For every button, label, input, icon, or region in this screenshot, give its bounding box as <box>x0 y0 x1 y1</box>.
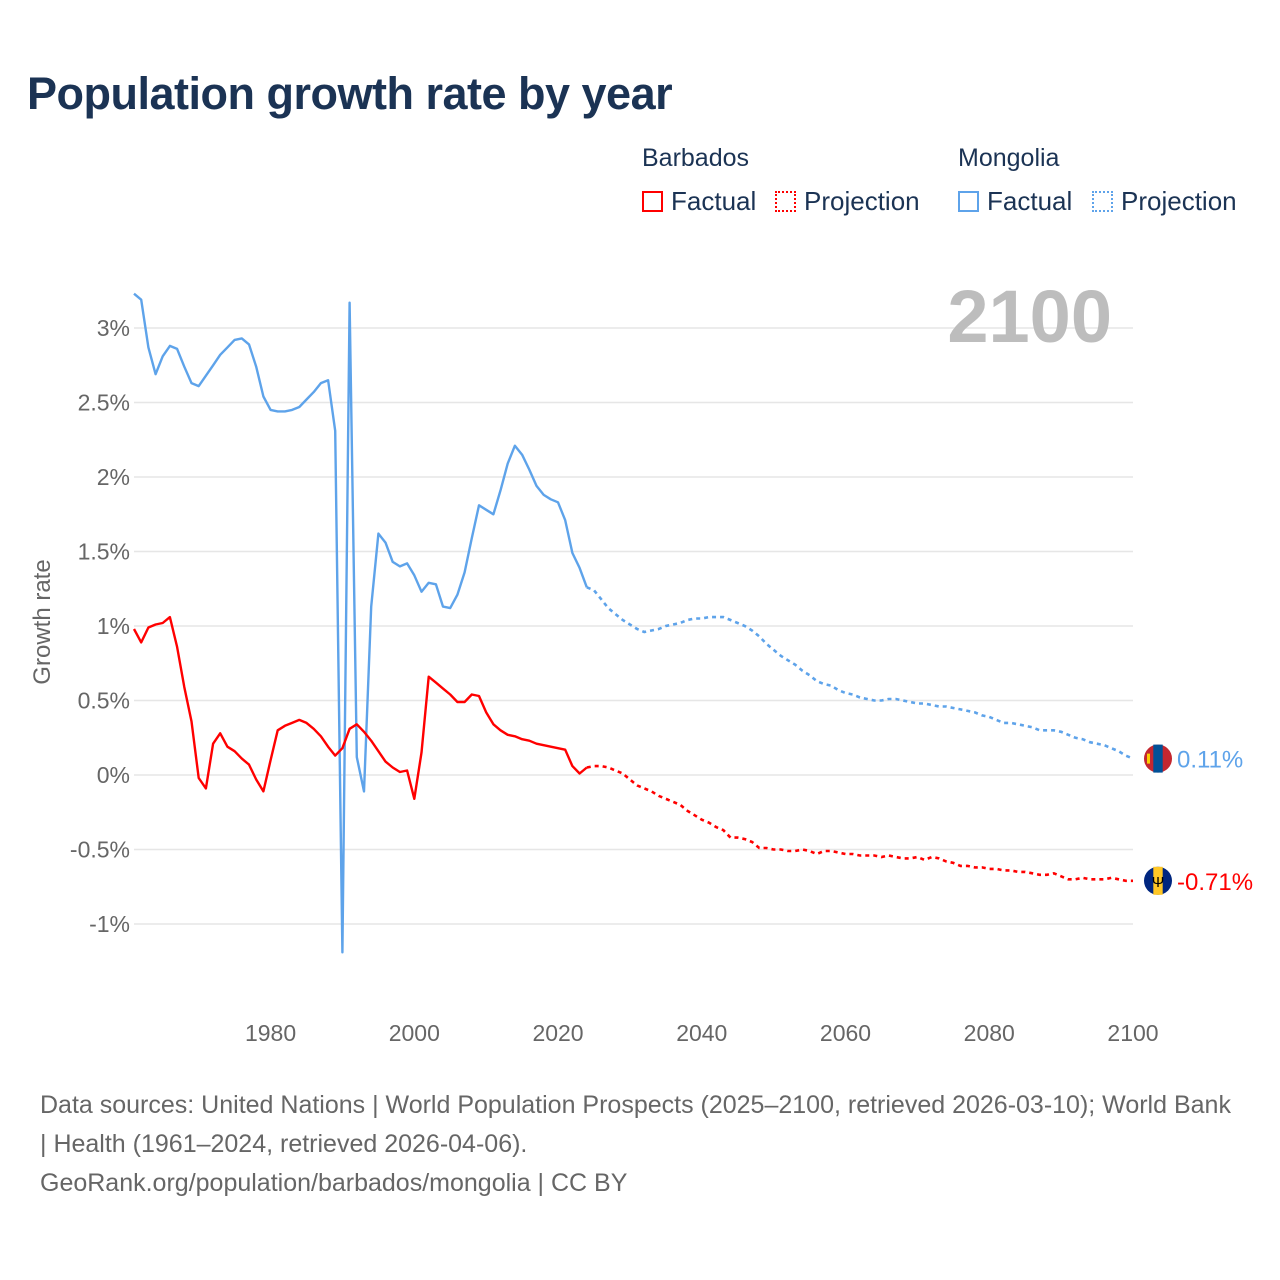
y-tick-label: 2% <box>97 464 130 490</box>
legend-label: Factual <box>987 186 1073 216</box>
legend-swatch-solid <box>958 191 979 212</box>
y-tick-label: 0% <box>97 762 130 788</box>
flag-mongolia-icon <box>1144 744 1172 773</box>
y-tick-label: 0.5% <box>78 688 130 714</box>
legend-mongolia-factual[interactable]: Factual <box>958 186 1072 217</box>
flag-part <box>1153 744 1163 773</box>
y-tick-label: 2.5% <box>78 390 130 416</box>
legend-barbados-projection[interactable]: Projection <box>775 186 920 217</box>
year-marker: 2100 <box>947 275 1112 358</box>
y-tick-label: -1% <box>89 911 130 937</box>
y-axis-title: Growth rate <box>29 559 56 684</box>
data-sources: Data sources: United Nations | World Pop… <box>40 1091 1231 1158</box>
flag-barbados-icon: Ψ <box>1144 866 1172 895</box>
legend-mongolia-projection[interactable]: Projection <box>1092 186 1237 217</box>
x-tick-label: 2100 <box>1107 1020 1158 1046</box>
x-tick-label: 2000 <box>389 1020 440 1046</box>
footer: Data sources: United Nations | World Pop… <box>40 1086 1240 1203</box>
flag-part <box>1147 753 1150 764</box>
x-tick-label: 2040 <box>676 1020 727 1046</box>
line-mongolia-projection <box>586 586 1134 760</box>
end-label-mongolia: 0.11% <box>1177 747 1243 774</box>
legend-label: Projection <box>804 186 920 216</box>
y-tick-label: 3% <box>97 315 130 341</box>
legend-swatch-dotted <box>775 191 796 212</box>
line-barbados-factual <box>132 615 588 800</box>
legend-swatch-dotted <box>1092 191 1113 212</box>
y-tick-label: 1.5% <box>78 539 130 565</box>
legend-barbados-factual[interactable]: Factual <box>642 186 756 217</box>
trident-glyph: Ψ <box>1152 874 1165 891</box>
legend-swatch-solid <box>642 191 663 212</box>
y-tick-label: -0.5% <box>70 837 130 863</box>
x-tick-label: 1980 <box>245 1020 296 1046</box>
legend-label: Factual <box>671 186 757 216</box>
x-tick-label: 2080 <box>964 1020 1015 1046</box>
line-barbados-projection <box>586 764 1133 883</box>
y-tick-label: 1% <box>97 613 130 639</box>
flag-part <box>1153 866 1163 895</box>
line-mongolia-factual <box>133 292 588 954</box>
legend-label: Projection <box>1121 186 1237 216</box>
legend-group-barbados: Barbados <box>642 144 750 172</box>
attribution-link[interactable]: GeoRank.org/population/barbados/mongolia… <box>40 1169 628 1197</box>
chart-title: Population growth rate by year <box>27 68 673 119</box>
x-tick-label: 2020 <box>532 1020 583 1046</box>
end-label-barbados: -0.71% <box>1177 869 1253 896</box>
x-tick-label: 2060 <box>820 1020 871 1046</box>
legend-group-mongolia: Mongolia <box>958 144 1060 172</box>
